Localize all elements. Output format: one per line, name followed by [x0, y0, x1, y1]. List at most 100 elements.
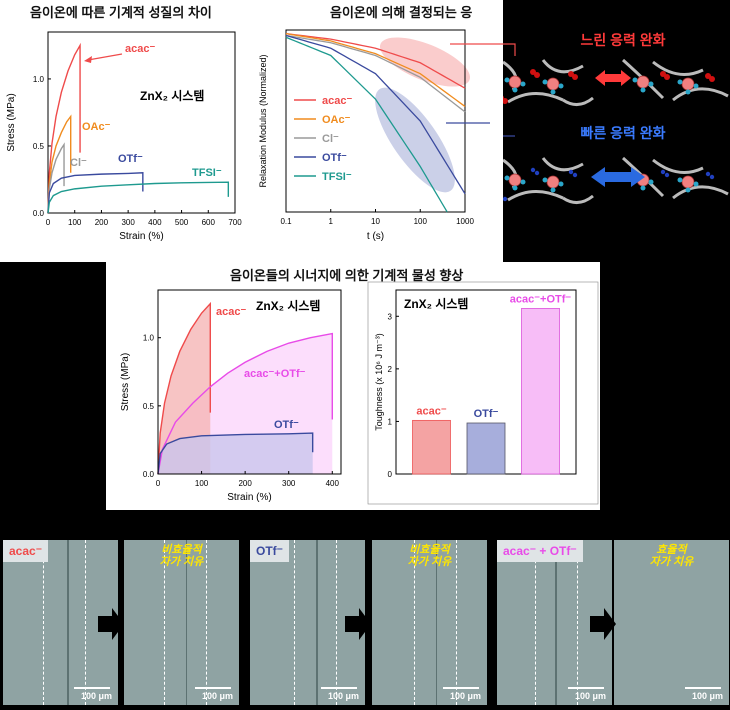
polymer-chain	[541, 59, 584, 74]
x-tick-label: 600	[202, 218, 216, 227]
x-tick-label: 700	[228, 218, 242, 227]
scale-bar-label: 100 μm	[201, 691, 233, 701]
series-line	[47, 42, 81, 214]
ligand-dot	[685, 89, 691, 95]
scale-bar-label: 100 μm	[574, 691, 606, 701]
series-label: TFSI⁻	[192, 167, 222, 179]
series-label: OAc⁻	[82, 121, 111, 133]
micrograph-label: OTf⁻	[250, 540, 289, 562]
polymer-chain	[562, 194, 594, 204]
ligand-dot	[677, 177, 683, 183]
series-area	[158, 433, 313, 474]
zinc-center	[546, 77, 560, 91]
polymer-chain	[672, 185, 729, 200]
legend-label: OTf⁻	[322, 152, 347, 164]
network-schematic: 느린 응력 완화 빠른 응력 완화	[498, 32, 729, 204]
anion-dot	[664, 172, 670, 178]
slow-relaxation-label: 느린 응력 완화	[580, 32, 665, 48]
polymer-chain	[507, 190, 564, 202]
y-axis-label: Toughness (x 10⁶ J m⁻³)	[374, 333, 384, 431]
anion-dot	[534, 72, 540, 78]
series-line	[285, 34, 466, 195]
x-tick-label: 400	[326, 479, 340, 488]
series-label: acac⁻	[216, 306, 246, 318]
healing-label: 비효율적 자가 치유	[407, 544, 452, 568]
ligand-dot	[542, 177, 548, 183]
x-tick-label: 200	[238, 479, 252, 488]
pointer-arrow	[87, 53, 123, 61]
anion-dot	[572, 172, 578, 178]
zinc-center	[546, 175, 560, 189]
bar-label: OTf⁻	[474, 408, 499, 420]
ligand-dot	[542, 79, 548, 85]
scale-bar-label: 100 μm	[449, 691, 481, 701]
zinc-center	[636, 75, 650, 89]
scale-bar-label: 100 μm	[691, 691, 723, 701]
system-label: ZnX₂ 시스템	[140, 88, 204, 103]
synergy-panel: 음이온들의 시너지에 의한 기계적 물성 향상 0 100 200 300 400 0.0…	[106, 262, 600, 510]
plot-frame	[47, 31, 236, 214]
x-tick-label: 100	[414, 217, 428, 226]
series-line	[285, 32, 466, 107]
series-line	[157, 301, 211, 475]
series-line	[285, 34, 466, 113]
ligand-dot	[512, 185, 518, 191]
series-label: acac⁻+OTf⁻	[244, 368, 306, 380]
micrograph-acac-otf-healed: 효율적 자가 치유 100 μm	[614, 540, 729, 705]
anion-dot	[709, 76, 715, 82]
x-tick-label: 1	[329, 217, 334, 226]
bar	[412, 419, 451, 475]
system-label: ZnX₂ 시스템	[256, 298, 320, 313]
system-label: ZnX₂ 시스템	[404, 296, 468, 311]
relaxation-chart: 0.1 1 10 100 1000 t (s) Relaxation Modulus (No…	[258, 29, 503, 242]
zinc-center	[681, 77, 695, 91]
healing-label: 비효율적 자가 치유	[159, 544, 204, 568]
x-tick-label: 10	[371, 217, 380, 226]
ligand-dot	[550, 89, 556, 95]
x-tick-label: 400	[148, 218, 162, 227]
polymer-chain	[562, 96, 594, 106]
micrograph-otf-healed: 비효율적 자가 치유 100 μm	[372, 540, 487, 705]
zinc-center	[508, 75, 522, 89]
anion-dot	[502, 98, 508, 104]
right-arrow-icon	[590, 608, 616, 640]
micrograph-label: acac⁻	[3, 540, 49, 562]
bar-label: acac⁻	[416, 405, 446, 417]
relaxation-panel: 음이온에 의해 결정되는 응 0.1 1 10 100 1000 t (s) Relaxat…	[250, 0, 503, 262]
x-tick-label: 500	[175, 218, 189, 227]
x-axis-label: Strain (%)	[119, 231, 163, 242]
y-tick-label: 0.5	[143, 402, 155, 411]
ligand-dot	[504, 77, 510, 83]
zinc-center	[508, 173, 522, 187]
healing-label: 효율적 자가 치유	[649, 544, 694, 568]
series-line	[47, 114, 72, 214]
x-axis-label: t (s)	[367, 231, 384, 242]
x-axis-label: Strain (%)	[227, 492, 271, 503]
anion-dot	[502, 196, 508, 202]
series-line	[47, 181, 230, 214]
x-tick-label: 0	[46, 218, 51, 227]
polymer-chain	[652, 158, 704, 174]
ligand-dot	[640, 87, 646, 93]
ligand-dot	[677, 79, 683, 85]
y-tick-label: 0	[388, 470, 393, 479]
micrograph-arrows	[98, 608, 616, 640]
panel1-title: 음이온에 따른 기계적 성질의 차이	[30, 5, 212, 20]
double-arrow-fast	[591, 167, 645, 187]
right-arrow-icon	[98, 608, 124, 640]
micrograph-acac-healed: 비효율적 자가 치유 100 μm	[124, 540, 239, 705]
bar	[466, 422, 506, 475]
series-line	[47, 142, 65, 214]
series-label: OTf⁻	[118, 153, 143, 165]
fast-network-illustration	[498, 156, 729, 204]
y-tick-label: 1	[388, 417, 393, 426]
anion-dot	[709, 174, 715, 180]
y-tick-label: 0.0	[33, 209, 45, 218]
panel2-title: 음이온에 의해 결정되는 응	[330, 5, 473, 20]
y-tick-label: 3	[388, 312, 393, 321]
connector-line	[503, 43, 516, 56]
stress-strain-panel: 음이온에 따른 기계적 성질의 차이 0 100 200 300 400 500 600 70…	[0, 0, 250, 262]
x-tick-label: 0.1	[280, 217, 292, 226]
series-line	[157, 332, 333, 475]
ligand-dot	[632, 77, 638, 83]
